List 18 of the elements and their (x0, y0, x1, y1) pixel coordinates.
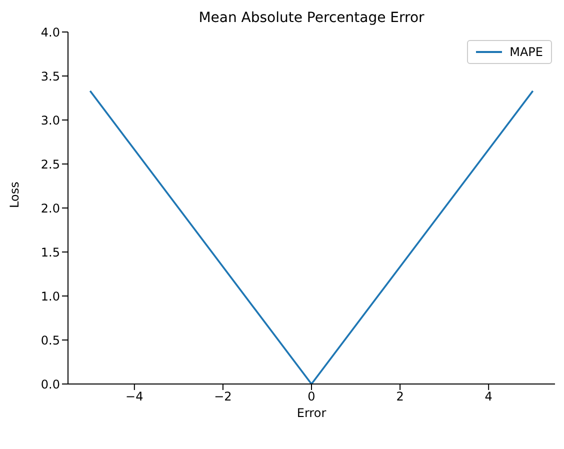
y-tick-label: 3.0 (40, 113, 60, 128)
x-tick-label: 2 (396, 390, 404, 404)
y-tick-label: 4.0 (40, 25, 60, 40)
y-tick-label: 2.5 (40, 157, 60, 172)
y-tick-label: 0.0 (40, 377, 60, 392)
y-tick-label: 1.5 (40, 245, 60, 260)
y-axis-title: Loss (7, 182, 22, 208)
x-tick-label: 0 (308, 390, 316, 404)
legend-label: MAPE (510, 45, 543, 59)
x-tick-label: −4 (126, 390, 144, 404)
x-tick-label: −2 (214, 390, 232, 404)
y-tick-label: 2.0 (40, 201, 60, 216)
y-tick-label: 0.5 (40, 333, 60, 348)
y-tick-label: 1.0 (40, 289, 60, 304)
chart-title: Mean Absolute Percentage Error (198, 10, 426, 26)
x-axis-title: Error (296, 406, 326, 420)
y-tick-label: 3.5 (40, 69, 60, 84)
x-tick-label: 4 (484, 390, 492, 404)
